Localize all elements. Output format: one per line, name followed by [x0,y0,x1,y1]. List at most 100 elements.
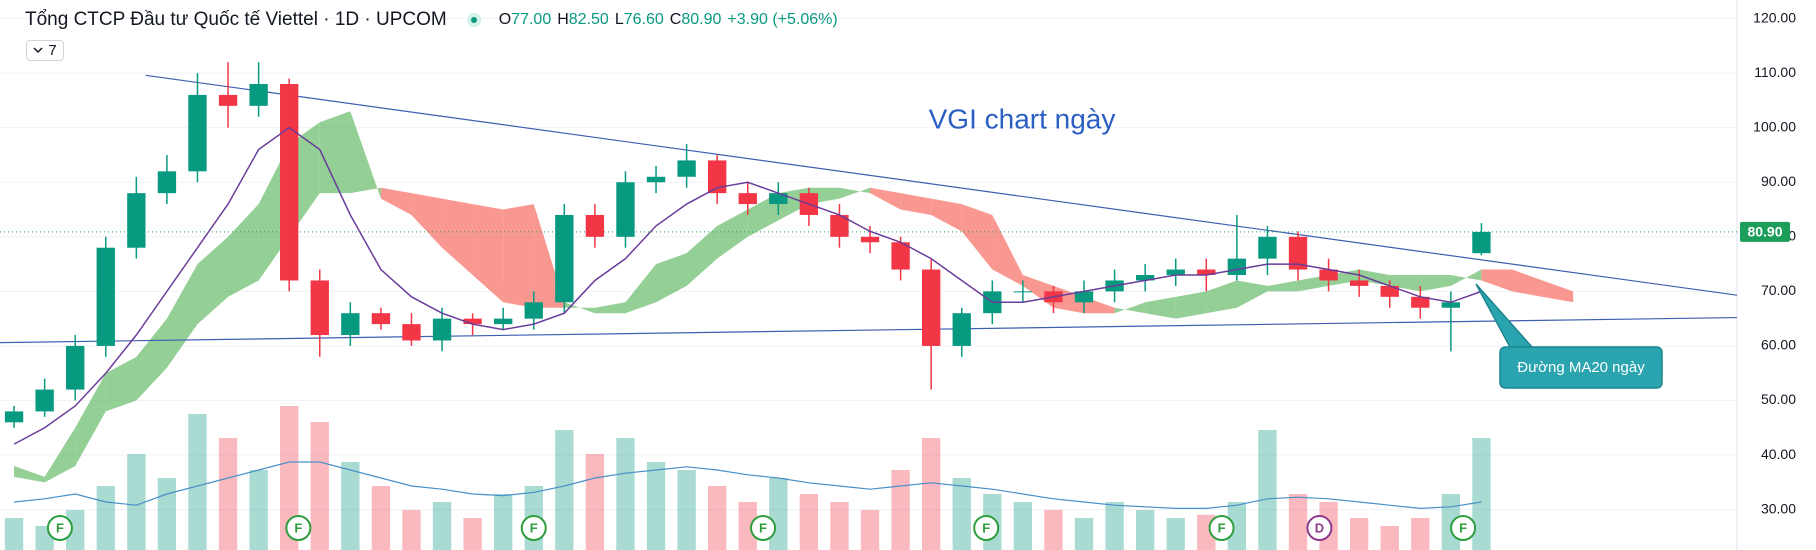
cloud-segment [870,187,901,210]
candle-body [157,171,177,194]
event-label: F [1218,520,1226,535]
ohlc-label: H [557,11,569,28]
volume-bar [1044,510,1063,550]
y-tick-label: 30.00 [1761,500,1796,516]
trendline [145,74,1738,296]
ohlc-label: O [498,11,512,28]
cloud-segment [1236,280,1268,308]
y-tick-label: 100.00 [1753,118,1796,134]
cloud-segment [1512,269,1543,297]
event-marker [1450,515,1477,541]
candle-body [432,318,452,341]
volume-bar [432,502,452,550]
y-tick-label: 110.00 [1754,64,1796,80]
volume-bar [921,438,941,550]
candle-body [96,247,115,346]
volume-ma-line [13,461,1482,510]
volume-bar [677,470,696,550]
candle-body [402,324,421,341]
candle-body [218,94,238,106]
cloud-segment [166,264,198,368]
candle-body [310,280,329,336]
candle-body [1319,269,1338,281]
event-marker [46,515,73,541]
cloud-segment [839,187,871,199]
candle-body [494,318,513,325]
candle-body [1074,291,1094,303]
cloud-segment [411,193,443,248]
volume-bar [127,454,146,550]
symbol-title: Tổng CTCP Đầu tư Quốc tế Viettel · 1D · … [25,9,447,30]
volume-bar [188,414,207,550]
y-tick-label: 40.00 [1761,446,1796,462]
candle-body [188,94,207,172]
callout-label: Đường MA20 ngày [1517,359,1645,376]
candle-body [35,389,54,412]
cloud-segment [717,209,748,259]
cloud-segment [1175,291,1207,319]
cloud-segment [992,214,1023,286]
volume-bar [1258,430,1277,550]
volume-bar [952,478,971,550]
y-tick-label: 120.00 [1753,9,1796,25]
cloud-segment [1267,280,1299,292]
cloud-segment [1420,275,1451,292]
candle-body [677,160,696,177]
volume-bar [585,454,605,550]
y-tick-label: 70.00 [1761,282,1796,298]
volume-bar [96,486,115,550]
candle-body [646,176,666,183]
ohlc-value: 82.50 [568,11,609,28]
volume-bar [249,470,268,550]
event-marker [1208,515,1235,541]
candle-body [891,242,910,270]
cloud-segment [594,302,626,314]
event-marker [285,515,312,541]
volume-bar [310,422,329,550]
candle-body [1258,236,1277,259]
y-tick-label: 60.00 [1761,337,1796,353]
cloud-segment [625,264,657,314]
candle-body [280,84,299,281]
candle-body [4,411,24,423]
volume-bar [830,502,849,550]
cloud-segment [75,373,106,466]
cloud-segment [319,111,351,194]
candle-body [1288,236,1308,270]
candle-body [952,313,971,346]
volume-bar [1380,526,1399,550]
cloud-segment [686,225,718,286]
cloud-segment [1481,269,1513,292]
candle-body [860,236,880,243]
volume-bar [860,510,880,550]
volume-bar [1472,438,1491,550]
ohlc-value: 77.00 [511,11,552,28]
cloud-segment [1114,302,1146,314]
candle-body [1013,291,1033,293]
event-marker [750,515,777,541]
candle-body [1380,285,1399,297]
candle-body [1166,269,1185,275]
candle-body [524,302,543,319]
cloud-segment [1389,275,1421,292]
event-label: D [1315,520,1324,535]
indicator-toggle[interactable]: 7 [26,40,64,61]
ohlc-label: L [614,11,624,28]
cloud-segment [442,198,473,275]
cloud-segment [136,318,167,401]
volume-bar [1227,502,1247,550]
event-label: F [759,520,767,535]
cloud-segment [503,204,534,308]
cloud-segment [656,253,687,303]
cloud-segment [44,427,76,483]
candle-body [1227,258,1247,275]
volume-bar [1105,502,1124,550]
status-dot [466,13,481,27]
volume-bar [616,438,635,550]
cloud-segment [1145,296,1176,319]
volume-bar [646,462,666,550]
candle-body [463,318,482,325]
volume-bar [1349,518,1369,550]
volume-bar [402,510,421,550]
